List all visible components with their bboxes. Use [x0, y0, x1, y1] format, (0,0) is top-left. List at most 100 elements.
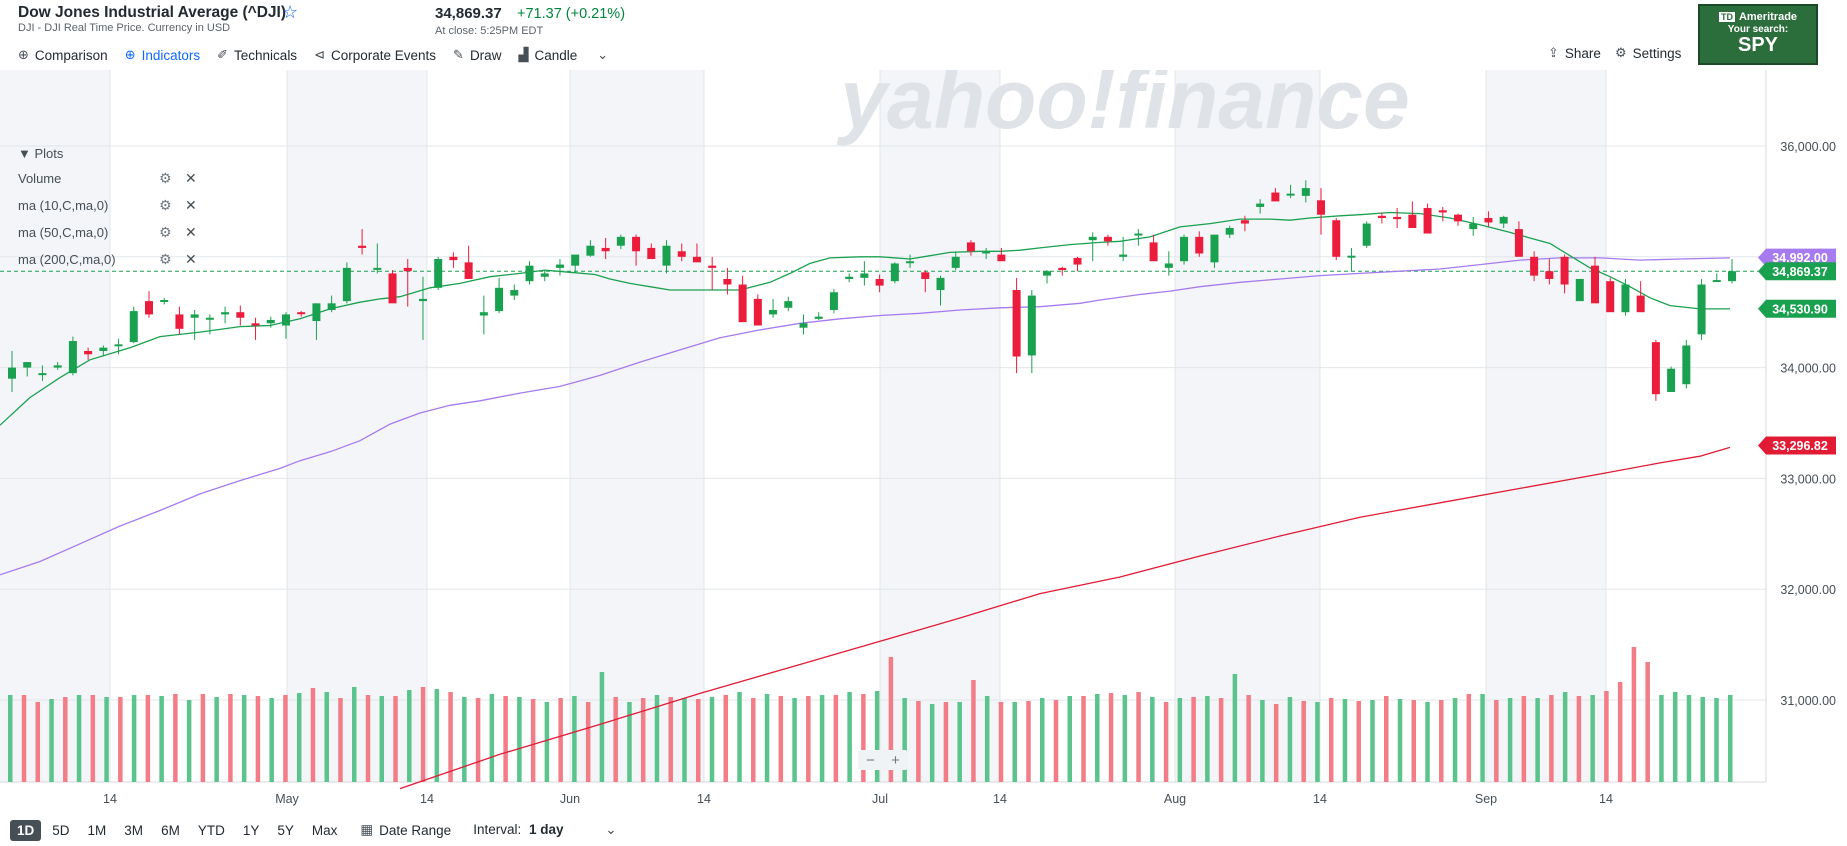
indicators-button[interactable]: ⊕ Indicators: [125, 47, 200, 63]
volume-bar: [1659, 695, 1664, 782]
corporate-events-button[interactable]: ⊲ Corporate Events: [314, 47, 436, 63]
candle-body: [1225, 227, 1234, 235]
volume-bar: [1700, 697, 1705, 782]
volume-bar: [627, 702, 632, 782]
month-band: [287, 70, 427, 782]
candle: [129, 306, 138, 344]
close-icon[interactable]: ✕: [185, 197, 197, 213]
volume-bar: [145, 695, 151, 782]
volume-bar: [118, 697, 123, 782]
period-1y[interactable]: 1Y: [242, 822, 260, 838]
candle: [1180, 234, 1189, 265]
candle: [997, 247, 1006, 262]
chart-canvas[interactable]: yahoo!finance 36,000.0035,000.0034,000.0…: [0, 52, 1847, 812]
candle: [251, 317, 260, 340]
quote-title: Dow Jones Industrial Average (^DJI): [18, 4, 287, 21]
period-ytd[interactable]: YTD: [197, 822, 225, 838]
date-range-button[interactable]: ▦ Date Range: [360, 822, 451, 838]
plot-name: ma (200,C,ma,0): [18, 252, 116, 267]
gear-icon[interactable]: ⚙: [159, 197, 172, 213]
candle-body: [647, 247, 656, 260]
gear-icon[interactable]: ⚙: [159, 251, 172, 267]
interval-select[interactable]: Interval: 1 day ⌄: [473, 822, 616, 838]
candle: [1545, 259, 1554, 285]
candle-body: [221, 312, 230, 315]
candle: [571, 254, 580, 273]
candle-body: [68, 341, 77, 374]
volume-bar: [379, 696, 385, 782]
candle: [966, 240, 975, 256]
candle: [297, 311, 306, 317]
candle: [1697, 278, 1706, 340]
volume-bar: [1631, 647, 1637, 782]
month-band: [570, 70, 704, 782]
candle-body: [616, 236, 625, 246]
candle: [23, 362, 32, 377]
chart-type-button[interactable]: ▟ Candle ⌄: [518, 47, 614, 63]
chevron-down-icon: ⌄: [605, 822, 617, 837]
plots-toggle[interactable]: ▼ Plots: [18, 146, 64, 161]
volume-bar: [365, 695, 371, 782]
volume-bar: [283, 695, 288, 782]
candle-body: [129, 311, 138, 343]
candle-body: [1393, 216, 1402, 220]
settings-button[interactable]: ⚙ Settings: [1615, 45, 1681, 61]
gear-icon[interactable]: ⚙: [159, 170, 172, 186]
price-chart[interactable]: yahoo!finance 36,000.0035,000.0034,000.0…: [0, 52, 1847, 812]
plot-name: ma (50,C,ma,0): [18, 225, 109, 240]
volume-bar: [696, 699, 701, 782]
candle: [464, 245, 473, 279]
candle: [1210, 234, 1219, 268]
candle: [1195, 231, 1204, 257]
draw-button[interactable]: ✎ Draw: [453, 47, 501, 63]
volume-bar: [1686, 695, 1692, 782]
share-button[interactable]: ⇪ Share: [1548, 45, 1601, 61]
candle-body: [312, 303, 321, 322]
ad-symbol: SPY: [1737, 34, 1779, 56]
period-5d[interactable]: 5D: [52, 822, 70, 838]
volume-bar: [1480, 694, 1485, 782]
volume-bar: [1040, 698, 1045, 782]
comparison-button[interactable]: ⊕ Comparison: [18, 47, 108, 63]
candle: [1301, 180, 1310, 203]
volume-bar: [255, 696, 261, 782]
volume-bar: [1260, 700, 1265, 782]
candle: [1119, 236, 1128, 262]
candle: [1667, 366, 1676, 392]
candle: [1256, 199, 1265, 214]
candle-body: [1606, 281, 1615, 313]
zoom-in-button[interactable]: +: [891, 751, 900, 769]
close-icon[interactable]: ✕: [185, 251, 197, 267]
volume-bar: [434, 689, 440, 782]
volume-bar: [104, 697, 109, 782]
period-3m[interactable]: 3M: [124, 822, 144, 838]
candle: [1530, 251, 1539, 282]
candle: [586, 240, 595, 257]
candle: [418, 276, 427, 340]
period-6m[interactable]: 6M: [161, 822, 180, 838]
technicals-button[interactable]: ✐ Technicals: [217, 47, 297, 63]
watchlist-star-icon[interactable]: ☆: [282, 2, 299, 22]
period-1d[interactable]: 1D: [10, 819, 42, 841]
ameritrade-ad[interactable]: TD Ameritrade Your search: SPY: [1698, 4, 1818, 65]
candle: [403, 259, 412, 307]
price-badge-ma50: 34,992.00: [1758, 248, 1836, 267]
candle-body: [251, 323, 260, 326]
close-icon[interactable]: ✕: [185, 170, 197, 186]
zoom-out-button[interactable]: −: [866, 751, 875, 769]
candle-body: [1514, 229, 1523, 257]
x-axis-tick-label: Sep: [1475, 792, 1497, 806]
candle-body: [297, 312, 306, 315]
period-5y[interactable]: 5Y: [277, 822, 294, 838]
period-1m[interactable]: 1M: [87, 822, 107, 838]
candle: [1484, 211, 1493, 227]
period-max[interactable]: Max: [311, 822, 338, 838]
close-icon[interactable]: ✕: [185, 224, 197, 240]
candle: [1225, 225, 1234, 238]
candle-body: [1438, 210, 1447, 213]
candle-body: [1454, 214, 1463, 222]
volume-bar: [310, 688, 316, 782]
gear-icon: ⚙: [1614, 45, 1627, 60]
candle-body: [921, 272, 930, 279]
gear-icon[interactable]: ⚙: [159, 224, 172, 240]
